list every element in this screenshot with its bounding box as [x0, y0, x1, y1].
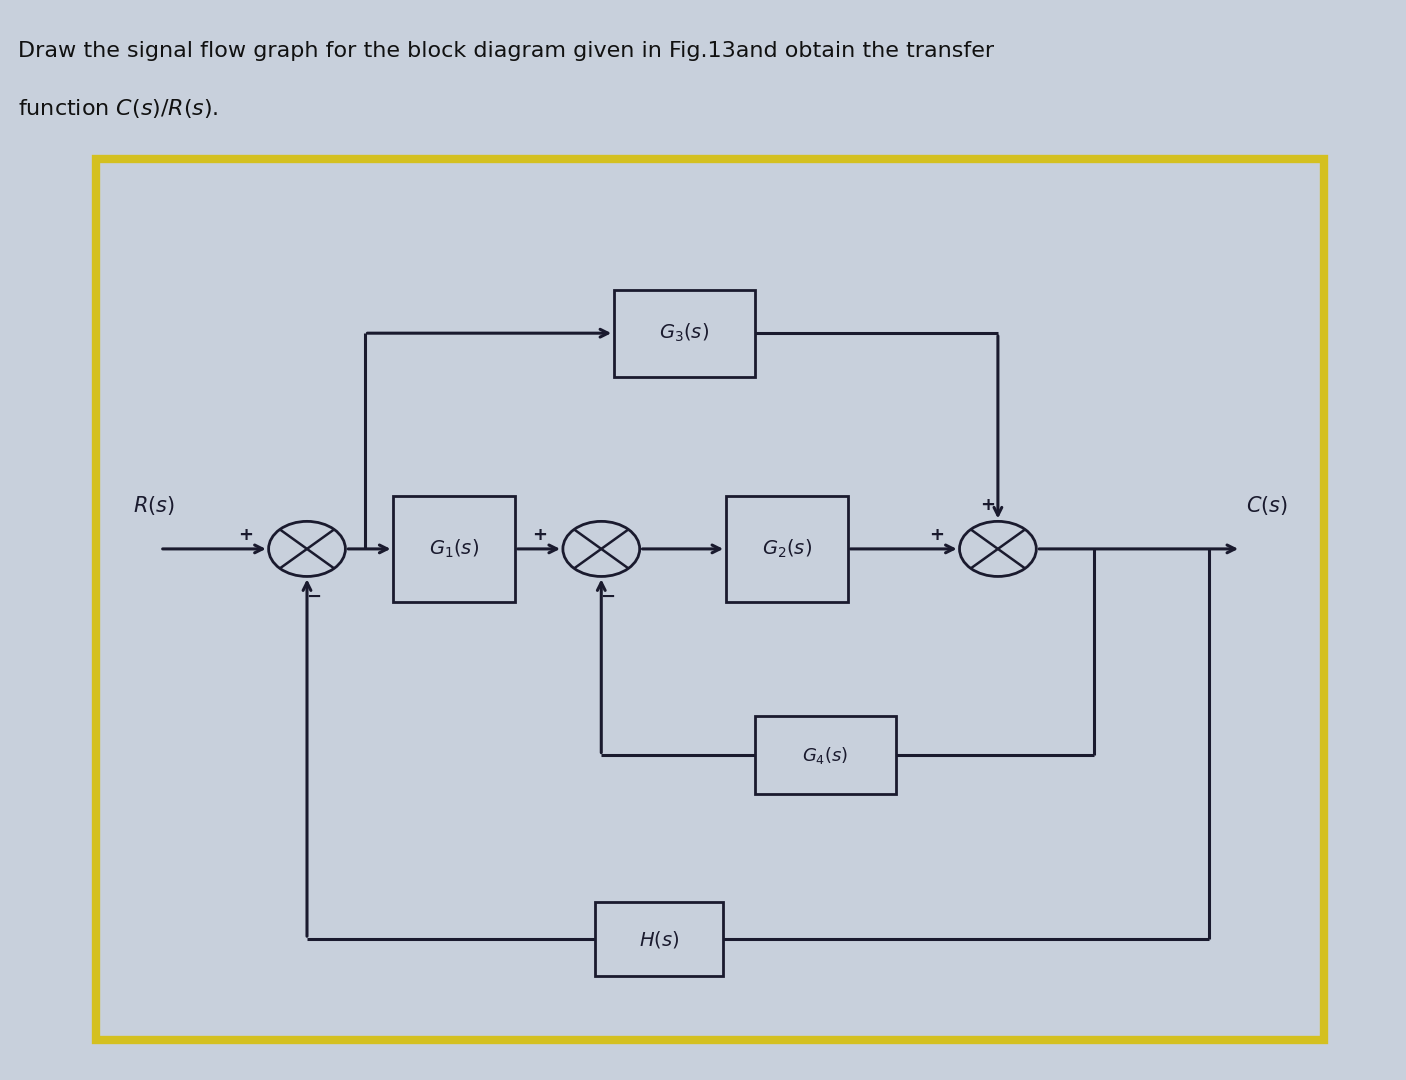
Bar: [755, 716, 896, 795]
Text: $G_3(s)$: $G_3(s)$: [659, 322, 710, 345]
Text: $H(s)$: $H(s)$: [638, 929, 679, 949]
Text: $G_4(s)$: $G_4(s)$: [801, 745, 848, 766]
Text: $R(s)$: $R(s)$: [132, 494, 174, 516]
Bar: [614, 289, 755, 377]
Bar: [595, 903, 723, 976]
Bar: [394, 496, 515, 602]
Text: $C(s)$: $C(s)$: [1246, 494, 1288, 516]
Text: +: +: [238, 526, 253, 544]
Text: −: −: [307, 588, 321, 606]
Circle shape: [562, 522, 640, 577]
Text: +: +: [929, 526, 945, 544]
Text: Draw the signal flow graph for the block diagram given in Fig.13and obtain the t: Draw the signal flow graph for the block…: [18, 41, 994, 60]
Text: +: +: [533, 526, 547, 544]
Text: −: −: [600, 588, 616, 606]
Text: function $C(s)/R(s)$.: function $C(s)/R(s)$.: [18, 97, 219, 120]
Circle shape: [269, 522, 346, 577]
Text: +: +: [980, 496, 995, 514]
Text: $G_1(s)$: $G_1(s)$: [429, 538, 479, 561]
Text: $G_2(s)$: $G_2(s)$: [762, 538, 811, 561]
Circle shape: [959, 522, 1036, 577]
Bar: [725, 496, 848, 602]
